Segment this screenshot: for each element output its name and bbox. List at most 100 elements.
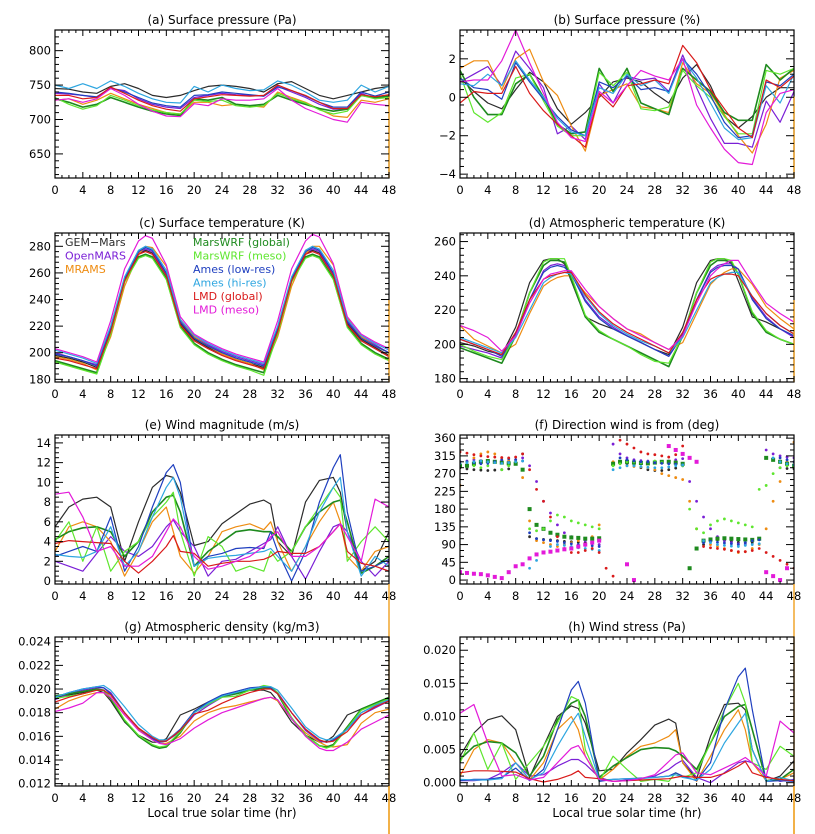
data-point	[778, 578, 783, 583]
series-line-marswrf-meso-	[55, 92, 389, 115]
series-line-ames-hi-res-	[460, 712, 794, 782]
y-tick-label: 750	[29, 78, 51, 92]
data-point	[785, 566, 790, 571]
data-point	[479, 468, 483, 472]
data-point	[729, 544, 733, 548]
data-point	[764, 484, 768, 487]
data-point	[460, 463, 462, 468]
series-line-marswrf-meso-	[55, 486, 389, 577]
x-tick-label: 12	[536, 183, 551, 197]
series-group	[460, 30, 794, 166]
x-tick-label: 36	[298, 791, 313, 805]
x-tick-label: 4	[79, 791, 86, 805]
x-tick-label: 48	[382, 183, 397, 197]
data-point	[757, 487, 761, 491]
data-point	[639, 460, 643, 464]
legend-entry: LMD (global)	[193, 290, 263, 303]
data-point	[486, 464, 490, 468]
legend-entry: LMD (meso)	[193, 304, 259, 317]
x-tick-label: 28	[648, 387, 663, 401]
x-tick-label: 20	[592, 791, 607, 805]
series-line-lmd-global-	[460, 760, 794, 783]
data-point	[556, 543, 559, 546]
data-point	[471, 571, 476, 576]
data-point	[716, 543, 719, 546]
panel-title: (h) Wind stress (Pa)	[568, 620, 686, 634]
y-tick-label: 200	[29, 346, 51, 360]
data-point	[528, 531, 531, 535]
x-tick-label: 32	[270, 183, 285, 197]
data-point	[472, 458, 476, 462]
x-tick-label: 32	[675, 183, 690, 197]
series-line-ames-hi-res-	[460, 58, 794, 141]
data-point	[674, 466, 678, 470]
data-point	[542, 541, 545, 545]
data-point	[583, 523, 587, 527]
legend-entry: MarsWRF (meso)	[193, 250, 286, 263]
series-line-lmd-global-	[55, 251, 389, 370]
data-point	[576, 535, 581, 540]
data-point	[785, 562, 789, 566]
data-point	[681, 478, 685, 481]
data-point	[597, 551, 601, 554]
data-point	[757, 538, 761, 542]
y-tick-label: 135	[434, 520, 456, 534]
data-point	[736, 521, 740, 525]
data-point	[493, 468, 497, 472]
data-point	[674, 453, 678, 457]
data-point	[716, 519, 719, 523]
data-point	[778, 456, 782, 460]
panel-f-wind-direction: (f) Direction wind is from (deg)0 4 8 12 16 2…	[434, 418, 801, 834]
x-tick-label: 48	[382, 387, 397, 401]
data-point	[694, 546, 699, 551]
x-tick-label: 12	[536, 387, 551, 401]
data-point	[743, 550, 747, 554]
series-group	[460, 667, 794, 784]
y-tick-label: 2	[449, 52, 456, 66]
x-tick-label: 24	[215, 589, 230, 603]
x-tick-label: 24	[215, 791, 230, 805]
data-point	[562, 543, 566, 547]
data-point	[660, 469, 664, 472]
series-line-marswrf-meso-	[55, 684, 389, 749]
data-point	[625, 458, 629, 462]
y-tick-label: 0.005	[423, 743, 456, 757]
x-tick-label: 0	[51, 791, 58, 805]
x-tick-label: 24	[620, 791, 635, 805]
series-line-gem-mars	[55, 474, 389, 572]
data-point	[667, 455, 671, 459]
data-point	[618, 438, 622, 442]
data-point	[666, 459, 671, 464]
data-point	[771, 456, 775, 460]
data-point	[764, 455, 769, 460]
data-point	[702, 531, 705, 535]
x-tick-label: 48	[787, 791, 802, 805]
series-line-mrams	[460, 709, 794, 782]
data-point	[750, 539, 754, 543]
y-tick-label: 240	[434, 269, 456, 283]
x-tick-label: 32	[270, 589, 285, 603]
data-point	[723, 517, 726, 521]
data-point	[611, 461, 616, 466]
data-point	[527, 507, 532, 512]
data-point	[750, 547, 754, 550]
series-line-ames-hi-res-	[55, 684, 389, 741]
x-tick-label: 36	[298, 589, 313, 603]
data-point	[778, 454, 782, 458]
x-tick-label: 28	[243, 183, 258, 197]
x-tick-label: 4	[79, 589, 86, 603]
data-point	[702, 541, 705, 545]
x-tick-label: 32	[270, 387, 285, 401]
data-point	[750, 525, 754, 529]
panel-title: (c) Surface temperature (K)	[139, 216, 305, 230]
data-point	[743, 537, 748, 542]
y-tick-label: 180	[434, 502, 456, 516]
data-point	[743, 541, 747, 545]
x-tick-label: 12	[131, 387, 146, 401]
x-tick-label: 44	[759, 589, 774, 603]
data-point	[750, 541, 754, 545]
data-point	[729, 536, 734, 541]
data-point	[611, 464, 615, 468]
data-point	[646, 460, 650, 464]
data-point	[528, 527, 531, 531]
